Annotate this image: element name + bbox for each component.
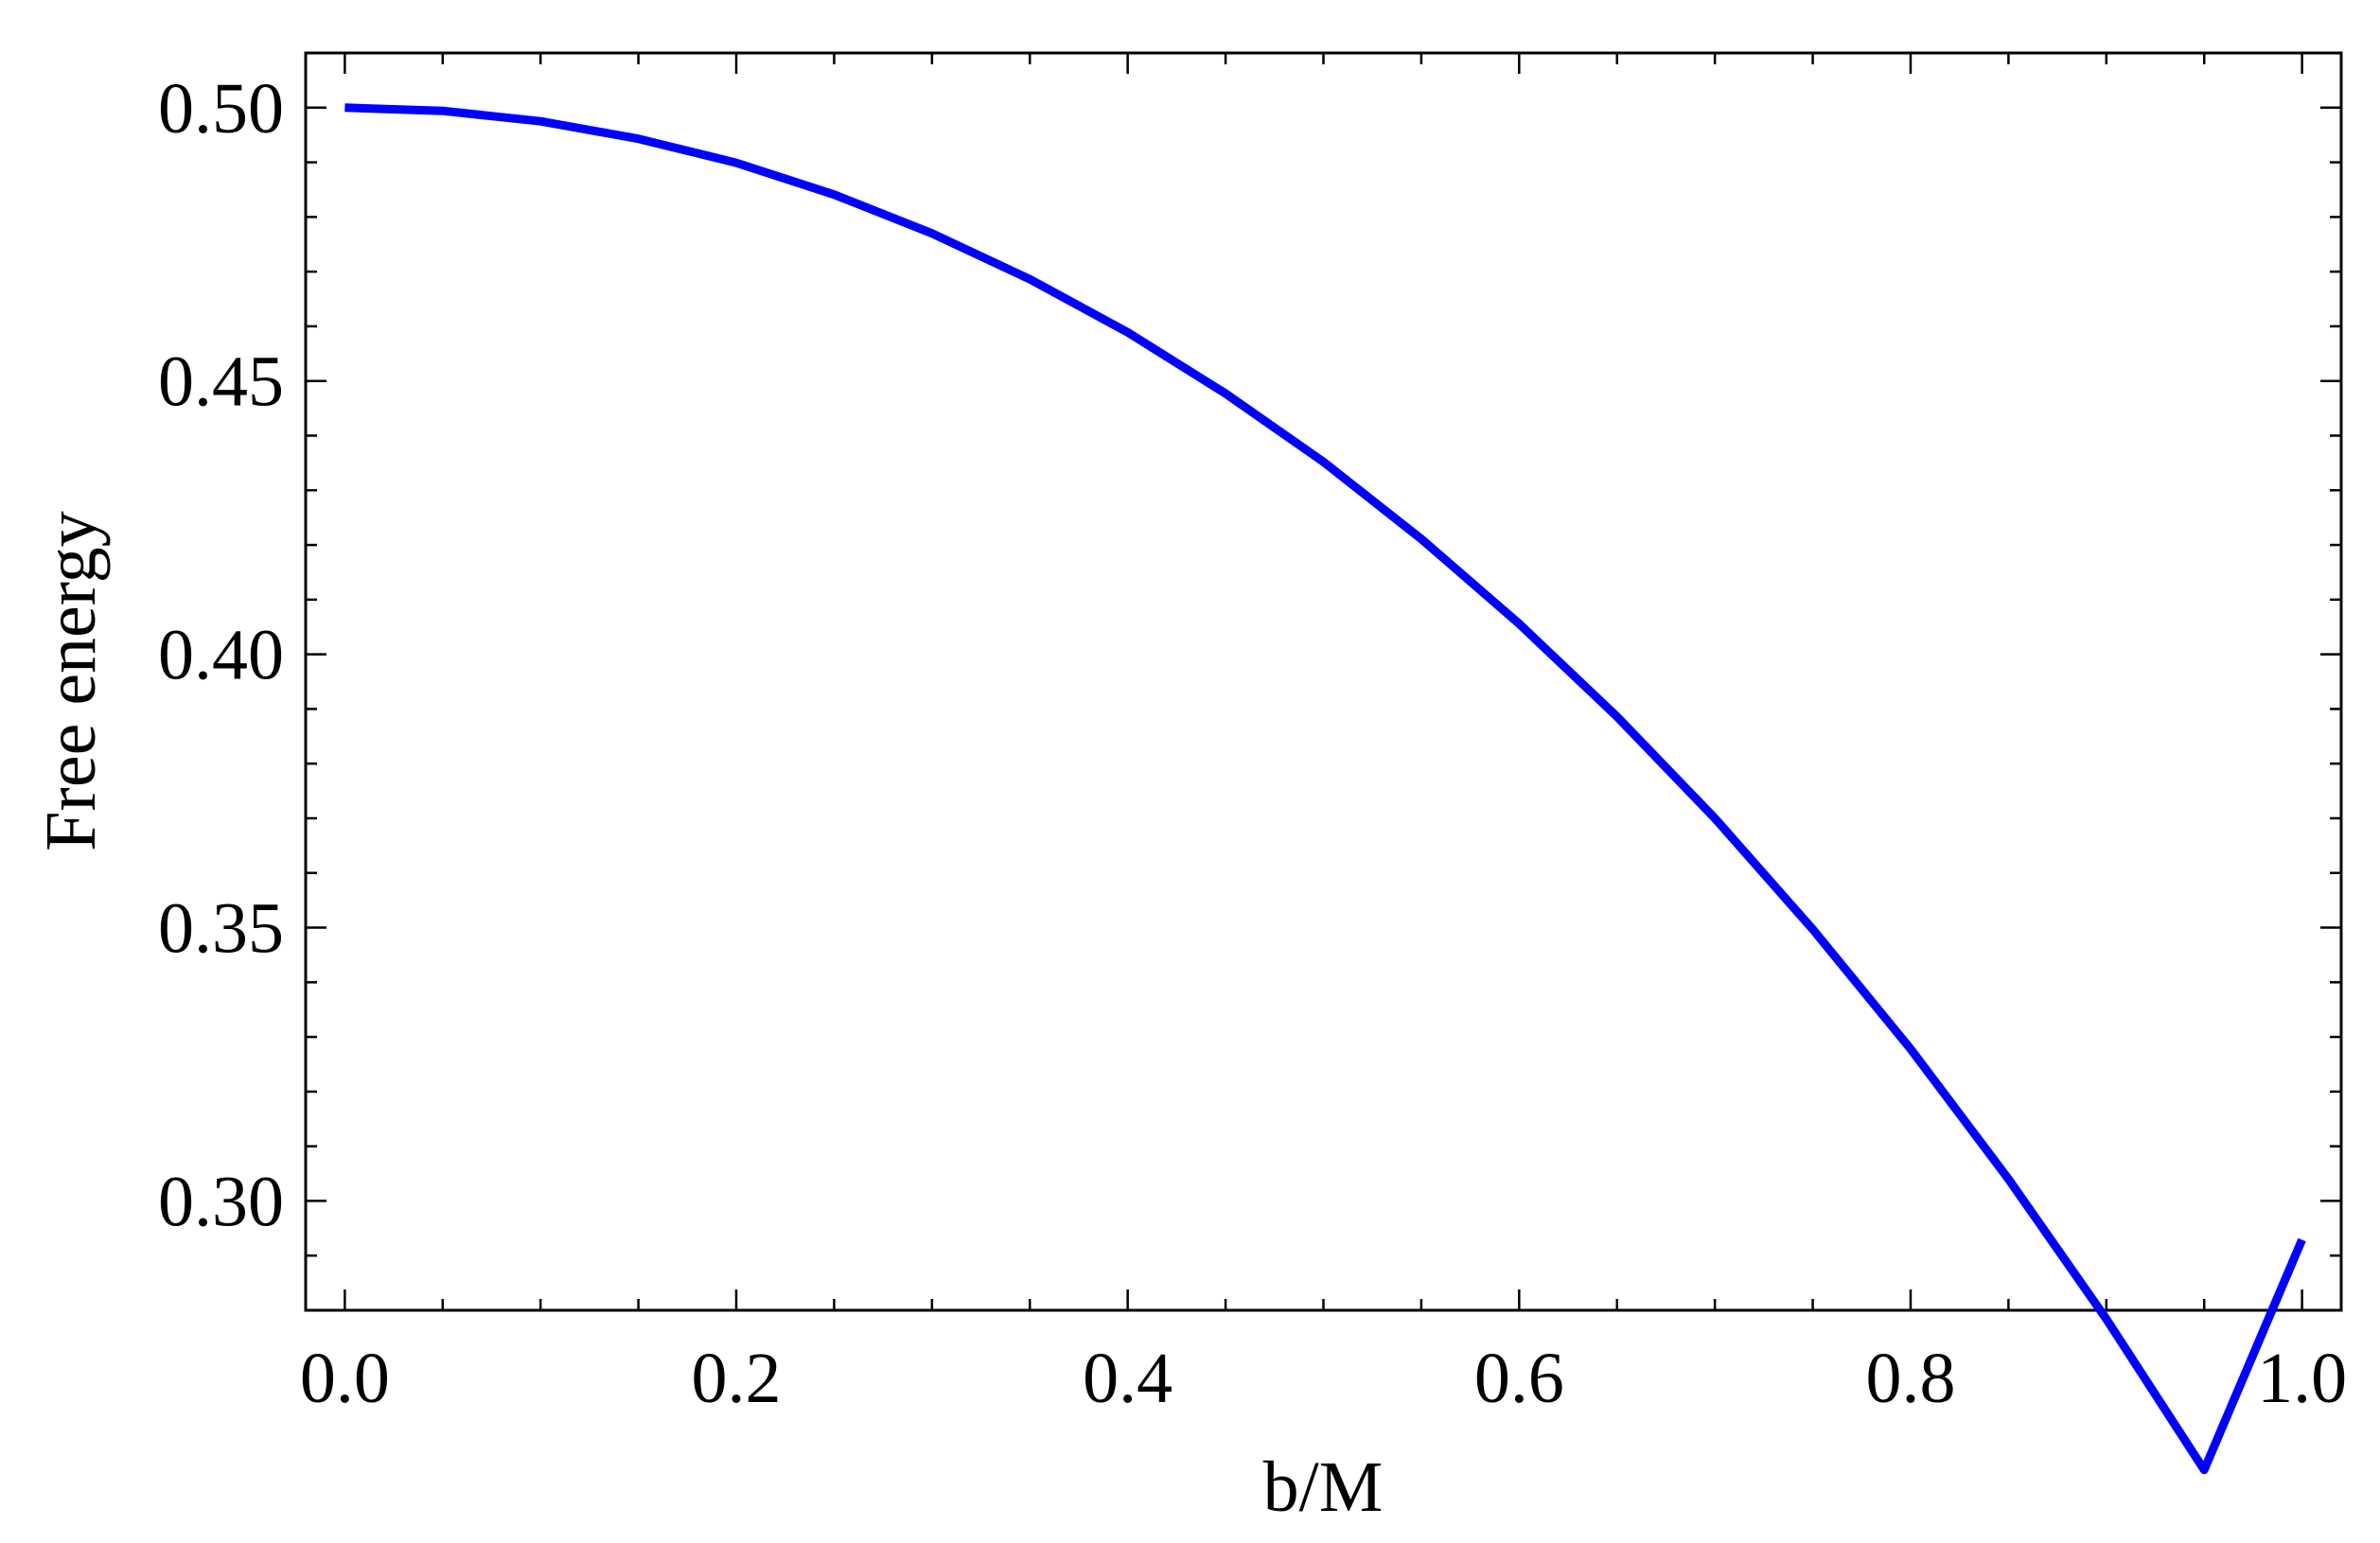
x-tick-label: 0.2 <box>692 1339 782 1418</box>
x-tick-label: 0.4 <box>1083 1339 1172 1418</box>
free-energy-curve <box>344 103 2306 1475</box>
y-tick-label: 0.45 <box>158 342 284 422</box>
y-tick-label: 0.50 <box>158 69 284 149</box>
axis-ticks <box>306 51 2341 1310</box>
plot-frame <box>304 51 2343 1312</box>
x-axis-title: b/M <box>1263 1447 1384 1527</box>
y-axis-title: Free energy <box>31 511 111 850</box>
y-tick-label: 0.40 <box>158 616 284 695</box>
x-tick-label: 1.0 <box>2257 1339 2347 1418</box>
x-tick-label: 0.8 <box>1865 1339 1955 1418</box>
x-tick-label: 0.0 <box>300 1339 390 1418</box>
y-tick-label: 0.35 <box>158 889 284 969</box>
tick-labels: 0.0 0.2 0.4 0.6 0.8 1.0 0.30 0.35 0.40 0.45 0.50 <box>158 69 2347 1418</box>
x-tick-label: 0.6 <box>1474 1339 1564 1418</box>
y-tick-label: 0.30 <box>158 1162 284 1241</box>
